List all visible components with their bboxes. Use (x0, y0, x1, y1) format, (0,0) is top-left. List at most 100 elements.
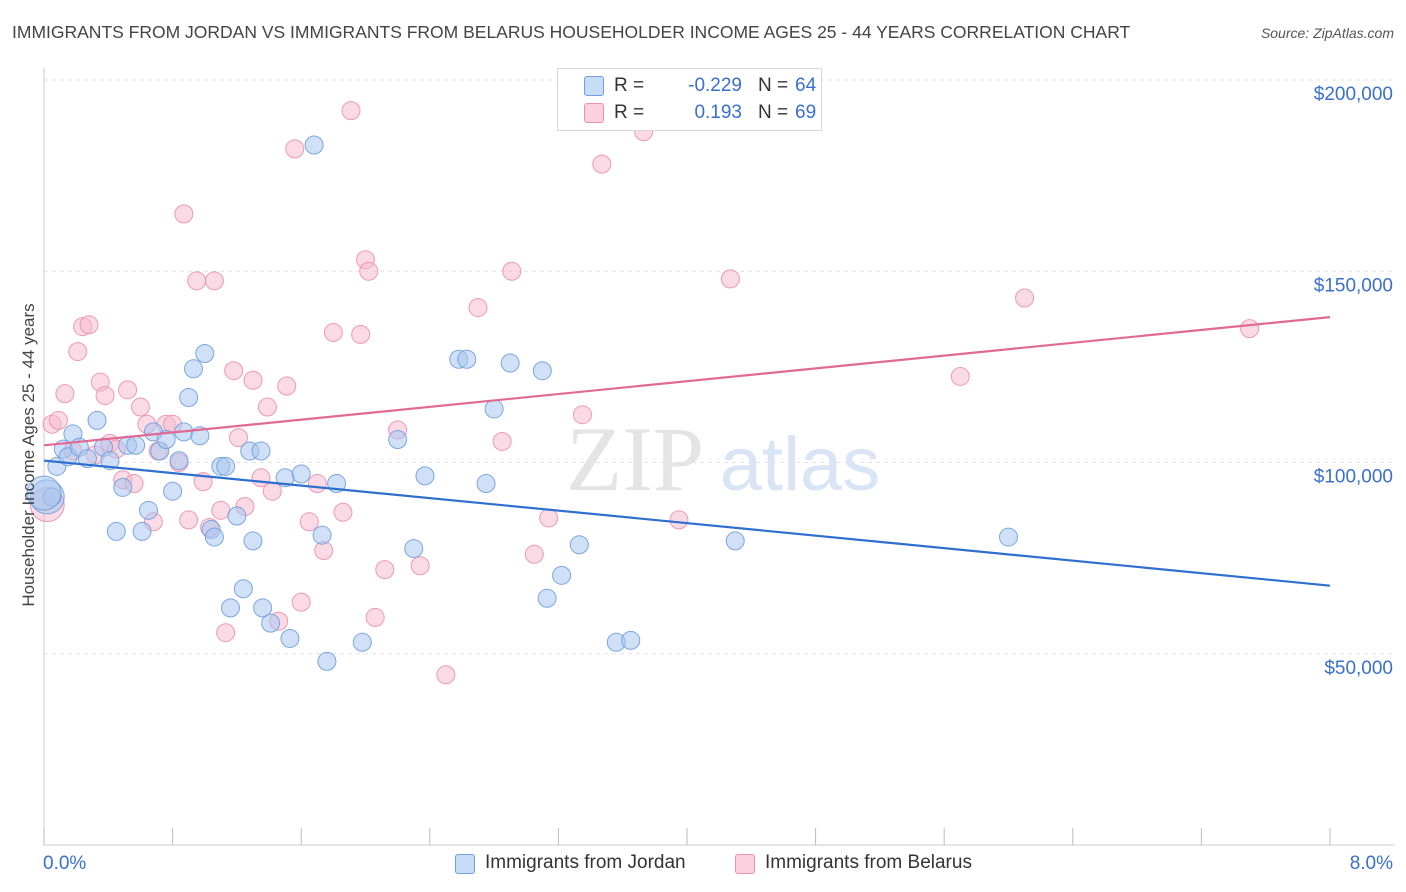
belarus-point (211, 500, 231, 520)
jordan-point (476, 474, 496, 494)
belarus-point (375, 560, 395, 580)
jordan-point (243, 531, 263, 551)
belarus-point (1240, 319, 1260, 339)
jordan-point (261, 613, 281, 633)
belarus-swatch (735, 854, 755, 874)
belarus-point (410, 556, 430, 576)
jordan-point (77, 449, 97, 469)
belarus-point (118, 380, 138, 400)
series-belarus-points (29, 101, 1260, 685)
legend-n-label: N = (758, 102, 789, 123)
belarus-point (262, 481, 282, 501)
jordan-point (251, 441, 271, 461)
correlation-legend: R = -0.229 N = 64 R = 0.193 N = 69 (557, 68, 822, 131)
jordan-point (484, 399, 504, 419)
jordan-point (204, 527, 224, 547)
belarus-point (323, 322, 343, 342)
belarus-point (95, 386, 115, 406)
jordan-point (106, 521, 126, 541)
belarus-swatch (584, 103, 604, 123)
belarus-point (359, 261, 379, 281)
y-axis-label: Householder Income Ages 25 - 44 years (19, 303, 38, 607)
belarus-point (539, 508, 559, 528)
jordan-point (999, 527, 1018, 547)
jordan-point (317, 651, 337, 671)
belarus-point (257, 397, 277, 417)
belarus-point (277, 376, 297, 396)
belarus-point (333, 502, 353, 522)
jordan-point (537, 588, 557, 608)
belarus-point (468, 298, 488, 318)
bottom-legend-jordan-label: Immigrants from Jordan (485, 852, 686, 873)
jordan-point (183, 359, 203, 379)
belarus-point (216, 623, 236, 643)
belarus-point (351, 324, 371, 344)
belarus-point (573, 405, 593, 425)
jordan-point (291, 464, 311, 484)
jordan-point (156, 430, 176, 450)
belarus-point (291, 592, 311, 612)
belarus-point (720, 269, 740, 289)
trend-lines (43, 316, 1331, 587)
x-tick-label-min: 0.0% (43, 853, 86, 874)
legend-r-label: R = (614, 102, 645, 123)
belarus-point (524, 544, 544, 564)
watermark: ZIP atlas (566, 408, 880, 510)
belarus-point (299, 512, 319, 532)
belarus-point (365, 607, 385, 627)
belarus-point (669, 510, 689, 530)
jordan-point (227, 506, 247, 526)
tick-labels: $50,000 $100,000 $150,000 $200,000 0.0% 8.0% (43, 84, 1393, 874)
jordan-point (113, 477, 133, 497)
belarus-point (502, 261, 522, 281)
jordan-point (532, 361, 552, 381)
jordan-point (569, 535, 589, 555)
jordan-point (195, 343, 215, 363)
jordan-swatch (584, 76, 604, 96)
jordan-point (138, 500, 158, 520)
axes (43, 68, 1395, 846)
belarus-point (55, 384, 75, 404)
jordan-point (500, 353, 520, 373)
belarus-point (436, 665, 456, 685)
belarus-point (229, 428, 249, 448)
y-tick-label: $200,000 (1314, 84, 1393, 105)
jordan-point (304, 135, 324, 155)
legend-jordan-n: 64 (795, 75, 817, 96)
belarus-point (79, 315, 99, 335)
jordan-point (216, 456, 236, 476)
jordan-swatch (455, 854, 475, 874)
jordan-point (388, 430, 408, 450)
belarus-point (492, 431, 512, 451)
jordan-point (253, 598, 273, 618)
jordan-point (220, 598, 240, 618)
belarus-trend-line (43, 316, 1331, 447)
jordan-point (100, 451, 120, 471)
bottom-legend-belarus-label: Immigrants from Belarus (765, 852, 972, 873)
series-jordan-points (26, 135, 1018, 671)
belarus-point (592, 154, 612, 174)
belarus-point (307, 474, 327, 494)
belarus-point (243, 370, 263, 390)
jordan-point (457, 349, 477, 369)
jordan-point (126, 435, 146, 455)
belarus-point (224, 361, 244, 381)
legend-belarus-n: 69 (795, 102, 817, 123)
jordan-point (621, 630, 641, 650)
jordan-point (132, 521, 152, 541)
belarus-point (179, 510, 199, 530)
belarus-point (950, 366, 970, 386)
jordan-point (552, 565, 572, 585)
belarus-point (341, 101, 361, 121)
chart-title: IMMIGRANTS FROM JORDAN VS IMMIGRANTS FRO… (12, 22, 1131, 42)
jordan-point (352, 632, 372, 652)
belarus-point (130, 397, 150, 417)
jordan-point (233, 579, 253, 599)
belarus-point (1015, 288, 1035, 308)
chart-source: Source: ZipAtlas.com (1260, 25, 1394, 41)
belarus-point (187, 271, 207, 291)
belarus-point (48, 410, 68, 430)
jordan-point (26, 475, 62, 511)
jordan-trend-line (43, 459, 1331, 587)
legend-r-label: R = (614, 75, 645, 96)
